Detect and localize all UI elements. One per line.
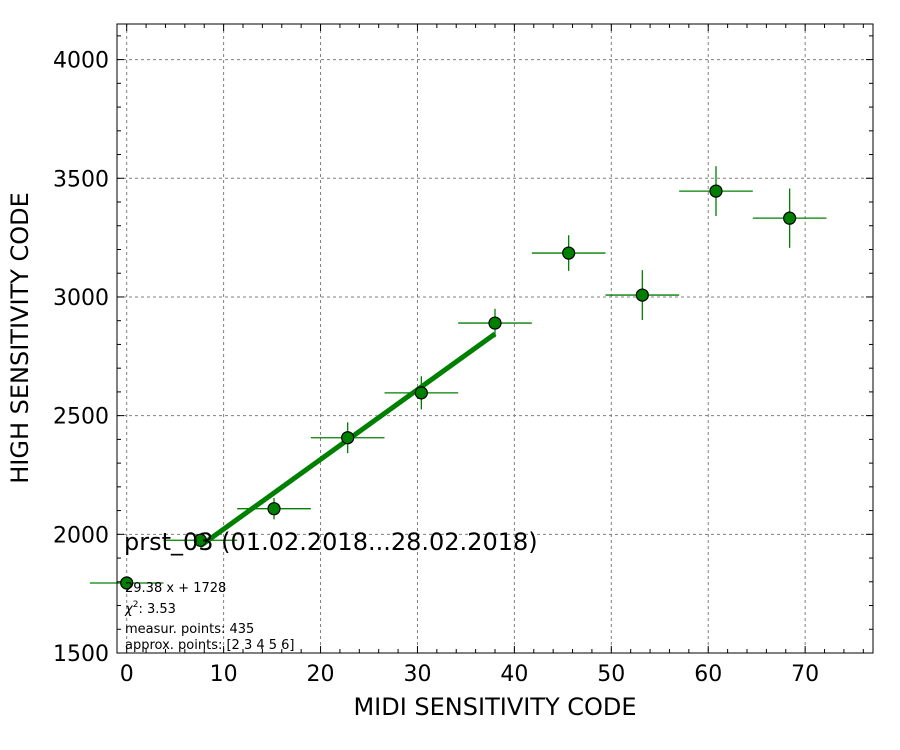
data-point [783,211,797,225]
data-point [193,533,207,547]
chi2-value: : 3.53 [138,602,175,617]
annotation: prst_03 (01.02.2018...28.02.2018) 29.38 … [124,528,538,653]
x-tick-label: 10 [210,662,238,687]
measur-points-text: measur. points: 435 [125,622,254,637]
x-axis-title: MIDI SENSITIVITY CODE [353,693,636,721]
x-tick-label: 60 [694,662,722,687]
data-point [635,288,649,302]
x-tick-label: 50 [597,662,625,687]
plot-frame [116,23,874,654]
y-axis-title: HIGH SENSITIVITY CODE [6,192,34,484]
chi2-symbol: χ [124,602,134,617]
y-tick-label: 3000 [53,286,109,311]
fit-equation: 29.38 x + 1728 [125,581,226,596]
data-point [267,502,281,516]
error-bars [89,166,827,584]
annotation-title: prst_03 (01.02.2018...28.02.2018) [124,528,538,556]
data-point [488,316,502,330]
x-tick-label: 30 [403,662,431,687]
data-point [120,576,134,590]
data-point [562,246,576,260]
x-tick-label: 0 [120,662,134,687]
x-tick-label: 40 [500,662,528,687]
y-tick-label: 2000 [53,523,109,548]
chi2-superscript: 2 [133,600,139,610]
x-tick-label: 20 [307,662,335,687]
grid [117,24,873,654]
approx-points-text: approx. points: [2 3 4 5 6] [125,638,295,653]
data-point [414,386,428,400]
data-point [709,184,723,198]
x-tick-label: 70 [791,662,819,687]
axis-ticks: 0 10 20 30 40 50 60 70 1500 2000 2500 3000 3500 4000 [53,24,873,687]
y-tick-label: 4000 [53,49,109,74]
data-points [120,184,797,590]
y-tick-label: 1500 [53,642,109,667]
data-point [341,431,355,445]
y-tick-label: 3500 [53,167,109,192]
y-tick-label: 2500 [53,405,109,430]
chi2-text: χ2: 3.53 [124,600,176,617]
